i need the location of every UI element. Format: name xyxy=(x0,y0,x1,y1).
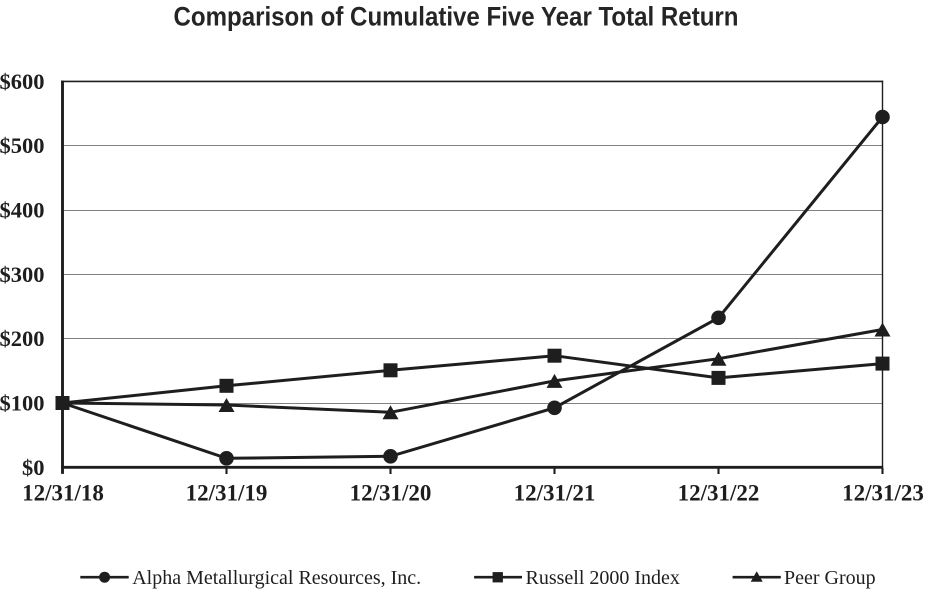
svg-text:Alpha Metallurgical Resources,: Alpha Metallurgical Resources, Inc. xyxy=(132,567,421,589)
svg-text:12/31/23: 12/31/23 xyxy=(842,480,924,505)
svg-text:Peer Group: Peer Group xyxy=(784,567,876,589)
svg-text:12/31/18: 12/31/18 xyxy=(22,480,104,505)
svg-text:$400: $400 xyxy=(0,198,45,223)
svg-text:$300: $300 xyxy=(0,262,45,287)
svg-text:12/31/20: 12/31/20 xyxy=(350,480,432,505)
svg-text:$0: $0 xyxy=(22,455,45,480)
svg-text:$100: $100 xyxy=(0,391,45,416)
svg-text:Russell 2000 Index: Russell 2000 Index xyxy=(526,567,680,589)
svg-text:12/31/21: 12/31/21 xyxy=(514,480,596,505)
svg-text:$200: $200 xyxy=(0,326,45,351)
svg-text:12/31/19: 12/31/19 xyxy=(186,480,268,505)
svg-text:$600: $600 xyxy=(0,69,45,94)
svg-text:$500: $500 xyxy=(0,133,45,158)
svg-text:Comparison of Cumulative Five: Comparison of Cumulative Five Year Total… xyxy=(174,2,739,32)
svg-text:12/31/22: 12/31/22 xyxy=(678,480,760,505)
